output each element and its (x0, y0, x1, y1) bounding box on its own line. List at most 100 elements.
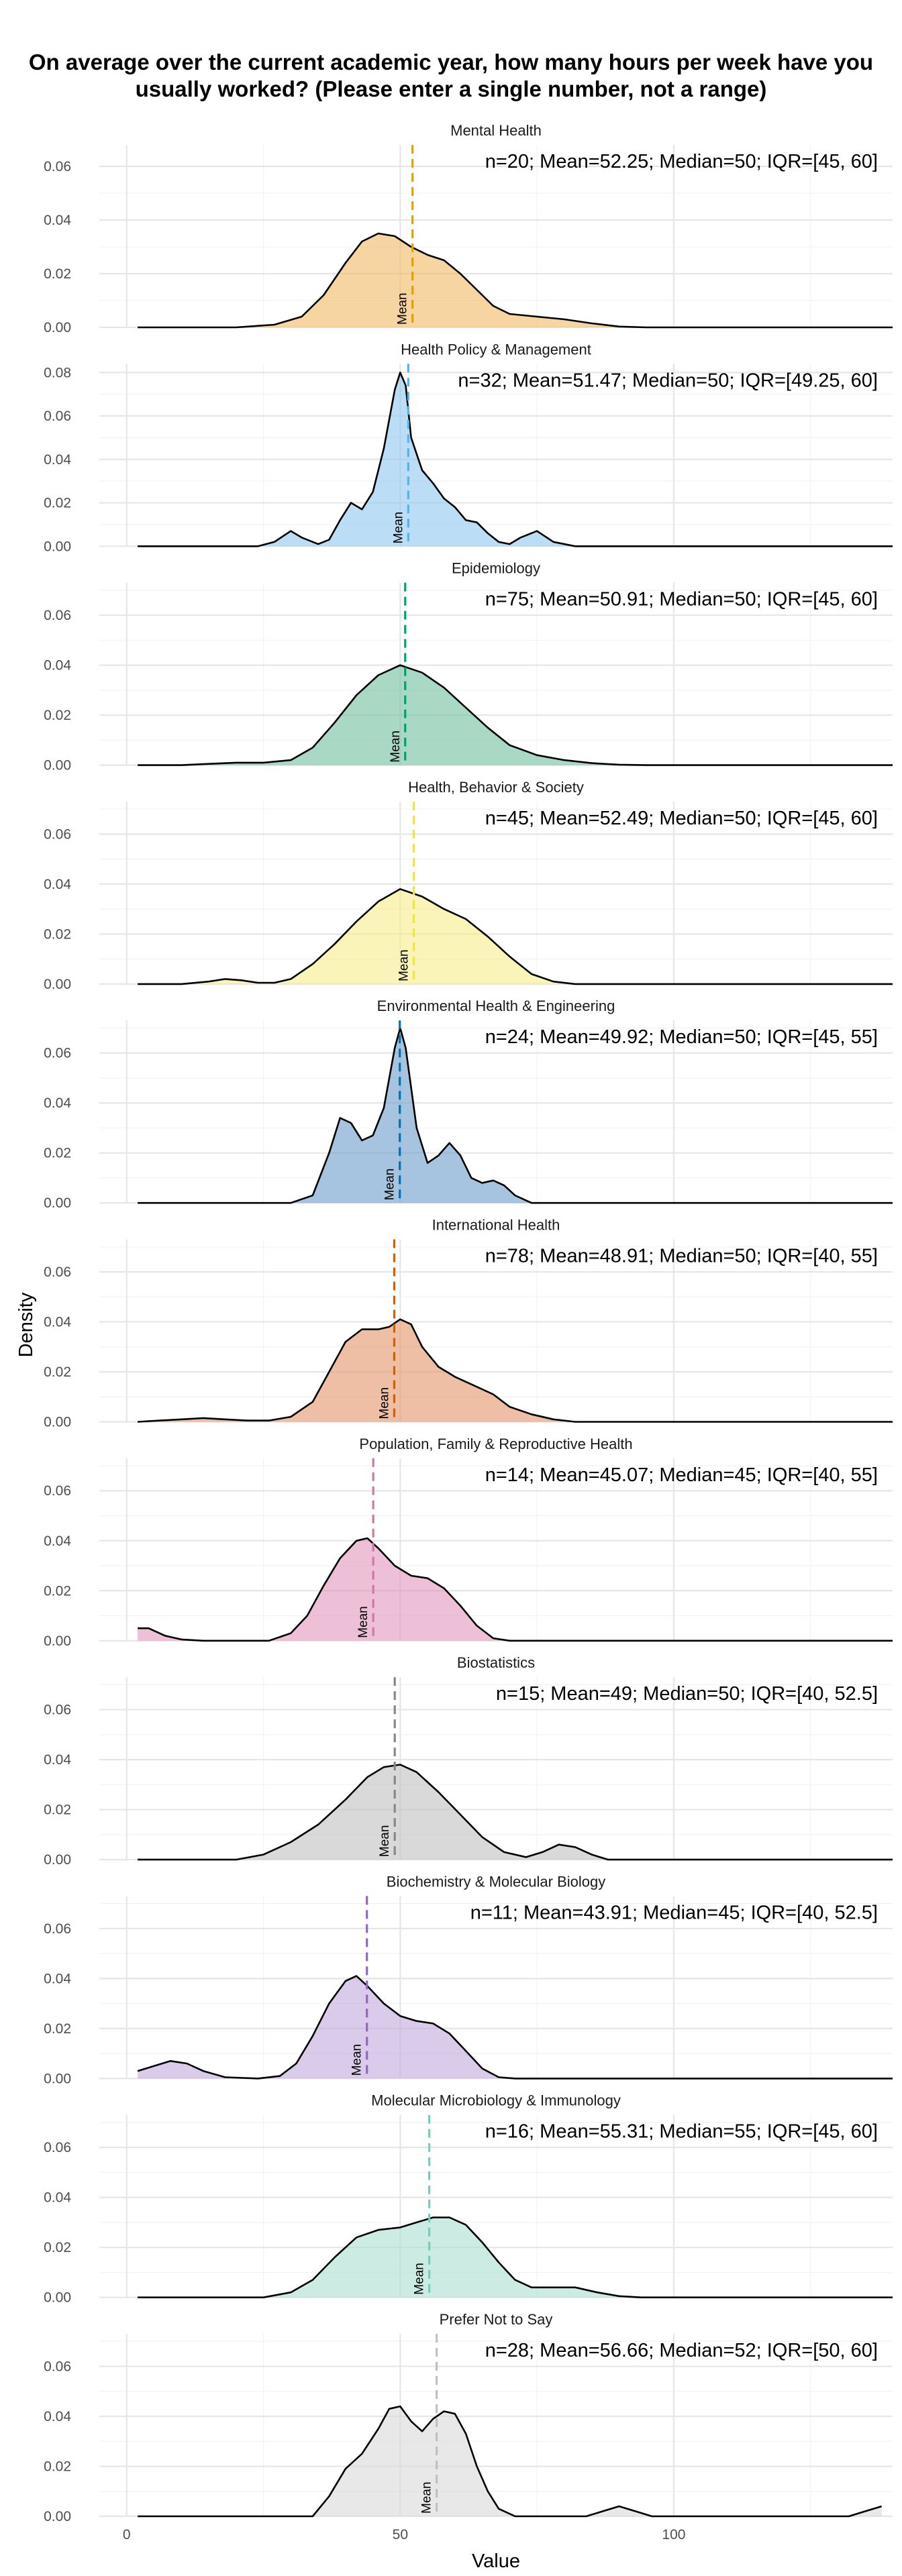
chart-title-line: usually worked? (Please enter a single n… (136, 76, 767, 101)
x-tick-label: 50 (393, 2527, 408, 2542)
y-tick-label: 0.02 (44, 2459, 71, 2474)
y-tick-label: 0.02 (44, 2021, 71, 2037)
density-area (138, 1764, 893, 1860)
facet-strip-title: International Health (432, 1217, 560, 1234)
y-tick-label: 0.04 (44, 452, 71, 468)
y-tick-label: 0.02 (44, 926, 71, 942)
mean-label: Mean (396, 292, 410, 325)
y-tick-label: 0.04 (44, 1971, 71, 1986)
density-line (138, 2216, 893, 2298)
x-tick-label: 100 (662, 2527, 685, 2542)
y-tick-label: 0.02 (44, 2240, 71, 2255)
y-tick-label: 0.04 (44, 1752, 71, 1768)
mean-label: Mean (389, 731, 403, 763)
facet-panel: Epidemiology 0.00 0.02 0.04 0.06 Mean n=75; Me… (44, 560, 893, 773)
y-tick-label: 0.06 (44, 159, 71, 174)
y-tick-label: 0.02 (44, 1583, 71, 1599)
y-tick-label: 0.04 (44, 213, 71, 228)
stats-annotation: n=14; Mean=45.07; Median=45; IQR=[40, 55… (485, 1464, 878, 1486)
mean-label: Mean (420, 2481, 434, 2514)
y-tick-label: 0.02 (44, 496, 71, 511)
facet-strip-title: Health Policy & Management (401, 341, 591, 358)
facet-panel: International Health 0.00 0.02 0.04 0.06 Mean… (44, 1217, 893, 1430)
y-tick-label: 0.02 (44, 1364, 71, 1380)
density-line (138, 1764, 893, 1861)
facet-strip-title: Mental Health (450, 122, 542, 139)
stats-annotation: n=32; Mean=51.47; Median=50; IQR=[49.25,… (458, 370, 878, 391)
density-area (138, 2217, 893, 2298)
y-tick-label: 0.00 (44, 2509, 71, 2524)
facet-panel: Prefer Not to Say 0.00 0.02 0.04 0.06 Mean n=2… (44, 2311, 893, 2524)
facet-panel: Molecular Microbiology & Immunology 0.00 0… (44, 2092, 893, 2306)
stats-annotation: n=16; Mean=55.31; Median=55; IQR=[45, 60… (485, 2121, 878, 2143)
facet-strip-title: Environmental Health & Engineering (377, 998, 615, 1014)
y-tick-label: 0.02 (44, 1146, 71, 1161)
facet-panel: Biochemistry & Molecular Biology 0.00 0.02… (44, 1873, 893, 2086)
mean-label: Mean (397, 949, 411, 981)
y-tick-label: 0.04 (44, 658, 71, 674)
density-area (138, 665, 893, 765)
y-tick-label: 0.00 (44, 1195, 71, 1211)
chart-title-line: On average over the current academic yea… (29, 50, 873, 74)
y-tick-label: 0.04 (44, 1095, 71, 1111)
stats-annotation: n=15; Mean=49; Median=50; IQR=[40, 52.5] (496, 1683, 878, 1705)
mean-label: Mean (413, 2263, 427, 2295)
y-tick-label: 0.06 (44, 826, 71, 842)
stats-annotation: n=20; Mean=52.25; Median=50; IQR=[45, 60… (485, 151, 878, 172)
y-tick-label: 0.06 (44, 1046, 71, 1061)
y-tick-label: 0.06 (44, 1265, 71, 1280)
density-area (138, 889, 893, 984)
facet-strip-title: Molecular Microbiology & Immunology (371, 2092, 621, 2109)
density-line (138, 1318, 893, 1423)
y-tick-label: 0.04 (44, 2409, 71, 2424)
y-tick-label: 0.02 (44, 708, 71, 723)
y-tick-label: 0.04 (44, 1314, 71, 1330)
y-tick-label: 0.04 (44, 1534, 71, 1549)
y-tick-label: 0.06 (44, 608, 71, 623)
density-line (138, 664, 893, 766)
density-line (137, 1975, 893, 2080)
density-area (138, 233, 893, 327)
y-tick-label: 0.06 (44, 1483, 71, 1499)
y-tick-label: 0.00 (44, 320, 71, 335)
facet-strip-title: Epidemiology (452, 560, 540, 577)
stats-annotation: n=45; Mean=52.49; Median=50; IQR=[45, 60… (485, 808, 878, 829)
y-tick-label: 0.04 (44, 877, 71, 892)
density-area (138, 1319, 893, 1422)
y-axis-title: Density (15, 1292, 37, 1357)
density-line (138, 232, 893, 329)
y-tick-label: 0.06 (44, 2140, 71, 2155)
stats-annotation: n=24; Mean=49.92; Median=50; IQR=[45, 55… (485, 1026, 878, 1048)
y-tick-label: 0.02 (44, 1803, 71, 1818)
density-line (138, 1537, 893, 1642)
facet-panel: Population, Family & Reproductive Health… (44, 1436, 893, 1649)
density-line (138, 2405, 883, 2518)
facet-panel: Health, Behavior & Society 0.00 0.02 0.04 0.… (44, 779, 893, 992)
mean-label: Mean (377, 1387, 391, 1419)
stats-annotation: n=28; Mean=56.66; Median=52; IQR=[50, 60… (485, 2340, 878, 2361)
facet-strip-title: Biostatistics (457, 1654, 535, 1671)
density-line (138, 1027, 893, 1204)
y-tick-label: 0.08 (44, 365, 71, 380)
mean-label: Mean (378, 1825, 392, 1858)
facet-strip-title: Population, Family & Reproductive Health (359, 1436, 632, 1452)
y-tick-label: 0.06 (44, 409, 71, 424)
density-area (138, 1976, 893, 2079)
y-tick-label: 0.06 (44, 1703, 71, 1718)
density-line (138, 888, 893, 985)
facet-strip-title: Health, Behavior & Society (408, 779, 584, 796)
y-tick-label: 0.06 (44, 2359, 71, 2374)
y-tick-label: 0.00 (44, 2290, 71, 2306)
stats-annotation: n=78; Mean=48.91; Median=50; IQR=[40, 55… (485, 1246, 878, 1267)
mean-label: Mean (350, 2044, 364, 2076)
facet-panel: Mental Health 0.00 0.02 0.04 0.06 Mean n=20; M… (44, 122, 893, 335)
y-tick-label: 0.04 (44, 2190, 71, 2206)
mean-label: Mean (383, 1169, 397, 1201)
y-tick-label: 0.00 (44, 977, 71, 992)
y-tick-label: 0.00 (44, 2071, 71, 2086)
density-area (138, 2406, 882, 2516)
density-area (138, 1538, 893, 1641)
stats-annotation: n=75; Mean=50.91; Median=50; IQR=[45, 60… (485, 589, 878, 610)
